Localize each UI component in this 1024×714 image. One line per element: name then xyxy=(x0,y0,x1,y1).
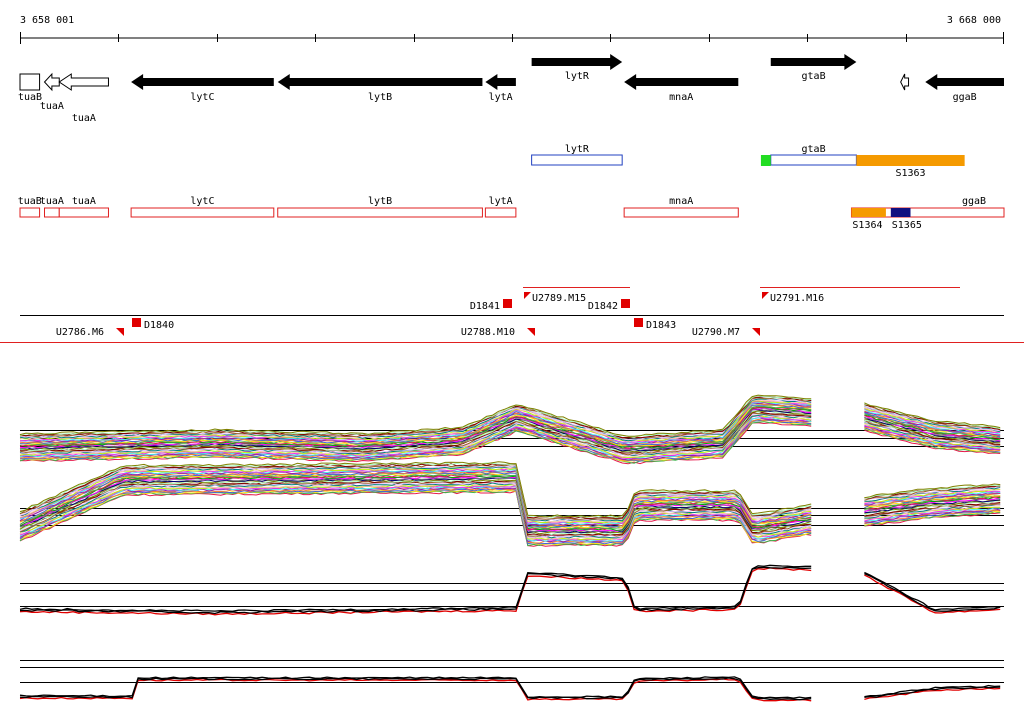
cds-box xyxy=(484,207,517,218)
expression-profile-line xyxy=(19,488,1001,545)
cds-label: lytB xyxy=(368,196,392,207)
feature-box xyxy=(531,154,623,166)
feature-label: gtaB xyxy=(802,144,826,155)
gene-arrow xyxy=(43,72,60,92)
gene-arrow xyxy=(277,74,483,90)
expression-profile-line xyxy=(19,676,1001,699)
expression-tracks xyxy=(19,394,1004,702)
gene-label: lytC xyxy=(190,92,214,103)
transcript-marker xyxy=(503,299,512,308)
transcript-label: U2786.M6 xyxy=(56,327,104,338)
expression-profile-line xyxy=(19,566,1001,615)
cds-label: tuaB xyxy=(18,196,42,207)
transcript-marker xyxy=(116,328,124,336)
gene-label: tuaA xyxy=(40,101,64,112)
gene-label: tuaA xyxy=(72,113,96,124)
cds-box xyxy=(58,207,109,218)
transcript-label: U2788.M10 xyxy=(461,327,515,338)
gene-label: lytB xyxy=(368,92,392,103)
cds-box xyxy=(130,207,275,218)
ruler-ticks xyxy=(20,32,1004,44)
transcript-label: D1840 xyxy=(144,320,174,331)
feature-box xyxy=(770,154,857,166)
transcript-marker xyxy=(762,292,769,299)
transcript-marker xyxy=(524,292,531,299)
expression-profile-line xyxy=(19,489,1001,546)
expression-profile-line xyxy=(19,564,1001,612)
gene-arrow xyxy=(485,74,516,90)
expression-profile-line xyxy=(19,489,1001,547)
transcript-label: D1842 xyxy=(588,301,618,312)
gene-arrow xyxy=(58,73,109,91)
cds-box xyxy=(277,207,483,218)
expression-profile-line xyxy=(19,416,1001,460)
transcript-label: D1841 xyxy=(470,301,500,312)
gene-label: ggaB xyxy=(953,92,977,103)
expression-profile-line xyxy=(19,567,1001,616)
gene-arrow xyxy=(925,74,1004,90)
cds-mark-label: S1365 xyxy=(892,220,922,231)
transcript-label: D1843 xyxy=(646,320,676,331)
cds-label: ggaB xyxy=(962,196,986,207)
expression-profile-line xyxy=(19,461,1001,518)
gene-arrow xyxy=(531,54,623,70)
expression-profile-line xyxy=(19,678,1001,702)
gene-label: lytR xyxy=(565,71,590,82)
gene-label: lytA xyxy=(489,92,513,103)
cds-mark xyxy=(851,208,886,217)
feature-mark-label: S1363 xyxy=(895,168,925,179)
expression-profile-line xyxy=(19,475,1001,532)
feature-mark xyxy=(760,155,771,166)
transcript-marker xyxy=(634,318,643,327)
expression-profile-line xyxy=(19,677,1001,701)
gene-arrow xyxy=(900,73,910,91)
ruler-start-label: 3 658 001 xyxy=(20,15,74,26)
cds-box xyxy=(44,207,60,218)
cds-label: lytC xyxy=(190,196,214,207)
transcript-label: U2789.M15 xyxy=(532,293,586,304)
gene-label: gtaB xyxy=(802,71,826,82)
feature-label: lytR xyxy=(565,144,590,155)
cds-label: tuaA xyxy=(72,196,96,207)
expression-profile-line xyxy=(19,399,1001,443)
transcript-label: U2790.M7 xyxy=(692,327,740,338)
ruler-end-label: 3 668 000 xyxy=(947,15,1001,26)
expression-profile-line xyxy=(19,394,1001,437)
expression-profile-line xyxy=(19,486,1001,543)
cds-box xyxy=(623,207,739,218)
gene-label: mnaA xyxy=(669,92,693,103)
cds-mark xyxy=(890,208,911,217)
transcript-marker xyxy=(132,318,141,327)
gene-arrow xyxy=(131,74,274,90)
cds-mark-label: S1364 xyxy=(852,220,882,231)
gene-label: tuaB xyxy=(18,92,42,103)
cds-label: tuaA xyxy=(40,196,64,207)
cds-label: mnaA xyxy=(669,196,693,207)
gene-arrow xyxy=(624,74,739,90)
coordinate-ruler: 3 658 001 3 668 000 xyxy=(20,15,1004,44)
gene-arrow xyxy=(770,54,857,70)
feature-mark xyxy=(856,155,965,166)
transcript-marker xyxy=(527,328,535,336)
transcript-label: U2791.M16 xyxy=(770,293,824,304)
transcript-track: U2786.M6 D1840 D1841 U2789.M15 U2788.M10 D184… xyxy=(0,287,1024,343)
expression-profile-line xyxy=(19,490,1001,547)
transcript-marker xyxy=(621,299,630,308)
feature-track: lytR gtaB S1363 xyxy=(531,144,965,179)
transcript-marker xyxy=(752,328,760,336)
cds-label: lytA xyxy=(489,196,513,207)
expression-profile-line xyxy=(19,467,1001,524)
cds-box xyxy=(19,207,41,218)
gene-arrow xyxy=(19,73,41,91)
expression-profile-line xyxy=(19,484,1001,541)
